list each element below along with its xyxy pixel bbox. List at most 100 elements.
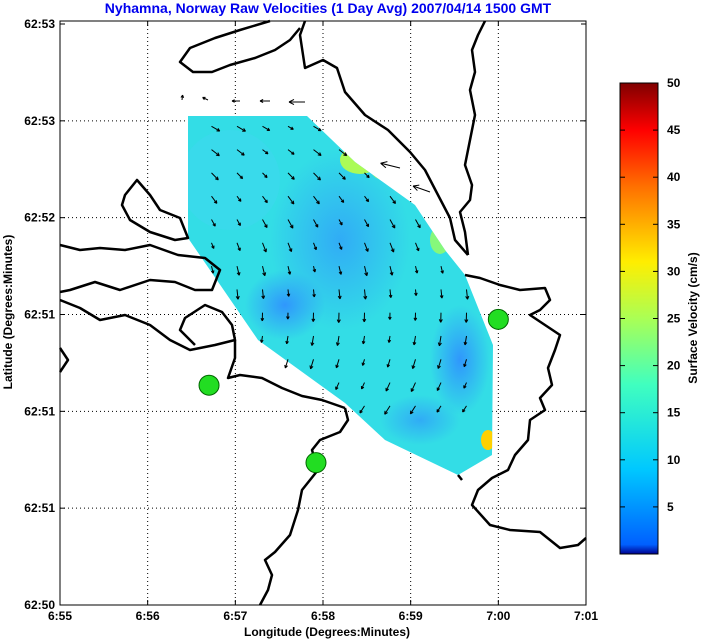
velocity-vector: [364, 265, 369, 277]
colorbar-tick-label: 20: [667, 359, 681, 373]
velocity-vector: [412, 184, 431, 193]
velocity-vector: [438, 312, 443, 323]
velocity-vector: [415, 219, 421, 229]
velocity-vector: [338, 242, 343, 250]
velocity-vector: [361, 335, 366, 345]
velocity-vector: [313, 125, 322, 132]
y-tick-label: 62:53: [24, 114, 55, 128]
x-axis: 6:55 6:56 6:57 6:58 6:59 7:00 7:01: [48, 21, 598, 623]
velocity-vector: [202, 96, 209, 101]
velocity-vector: [211, 219, 216, 227]
velocity-vector: [384, 405, 391, 415]
velocity-vector: [288, 99, 305, 105]
velocity-vector: [463, 335, 468, 346]
velocity-vector: [231, 99, 240, 103]
velocity-vector: [287, 149, 295, 155]
velocity-vector: [388, 289, 393, 298]
velocity-vector: [287, 125, 294, 130]
chart-title: Nyhamna, Norway Raw Velocities (1 Day Av…: [105, 0, 552, 16]
velocity-vector: [259, 98, 270, 104]
velocity-vector: [211, 172, 219, 181]
velocity-vector: [236, 172, 244, 180]
colorbar: [619, 82, 659, 555]
radar-stations: [198, 308, 509, 474]
velocity-vector: [413, 312, 418, 321]
x-tick-label: 7:00: [486, 609, 510, 623]
velocity-vector: [311, 312, 316, 322]
colorbar-tick-label: 30: [667, 264, 681, 278]
velocity-vector: [337, 289, 342, 300]
velocity-vector: [262, 125, 271, 132]
colorbar-tick-label: 40: [667, 170, 681, 184]
y-tick-label: 62:51: [24, 501, 55, 515]
velocity-vector: [236, 265, 241, 276]
velocity-vector: [287, 219, 294, 229]
velocity-vector: [260, 335, 264, 343]
y-tick-label: 62:50: [24, 598, 55, 612]
velocity-vector: [236, 149, 245, 156]
velocity-vector: [261, 289, 266, 299]
velocity-vector: [412, 335, 417, 346]
coastline: [58, 19, 587, 606]
station-south: [305, 452, 327, 474]
velocity-vector: [338, 219, 343, 226]
colorbar-tick-label: 50: [667, 76, 681, 90]
velocity-vector: [286, 312, 290, 320]
colorbar-tick-label: 35: [667, 217, 681, 231]
velocity-vector: [236, 125, 246, 132]
station-east: [487, 308, 509, 330]
velocity-vector: [286, 289, 291, 297]
velocity-vector: [336, 312, 341, 323]
colorbar-ticks: 5 10 15 20 25 30 35 40 45 50: [620, 76, 681, 514]
velocity-vector: [364, 219, 370, 228]
velocity-vector: [287, 172, 295, 180]
x-tick-label: 7:01: [574, 609, 598, 623]
velocity-vector: [415, 242, 420, 252]
velocity-vector: [414, 265, 419, 274]
velocity-vector: [262, 149, 269, 155]
velocity-vectors: [180, 94, 470, 415]
velocity-vector: [389, 242, 395, 253]
velocity-vector: [262, 195, 268, 204]
velocity-vector: [359, 405, 365, 414]
colorbar-tick-label: 5: [667, 500, 674, 514]
velocity-vector: [364, 195, 370, 203]
velocity-vector: [389, 195, 396, 204]
velocity-vector: [287, 242, 293, 253]
velocity-vector: [312, 265, 317, 273]
velocity-vector: [309, 359, 314, 370]
velocity-vector: [465, 289, 470, 300]
velocity-vector: [338, 265, 343, 275]
y-tick-label: 62:52: [24, 211, 55, 225]
colorbar-tick-label: 25: [667, 312, 681, 326]
velocity-vector: [464, 312, 469, 323]
velocity-vector: [437, 359, 442, 369]
y-tick-label: 62:51: [24, 404, 55, 418]
velocity-vector: [287, 265, 292, 275]
y-axis-label: Latitude (Degrees:Minutes): [1, 235, 15, 390]
velocity-vector: [335, 359, 340, 369]
velocity-vector: [385, 382, 391, 392]
velocity-vector: [211, 125, 221, 132]
velocity-vector: [364, 242, 369, 252]
velocity-vector: [287, 195, 295, 205]
velocity-vector: [389, 265, 394, 276]
velocity-vector: [436, 382, 442, 391]
velocity-vector: [362, 312, 367, 323]
colorbar-tick-label: 10: [667, 453, 681, 467]
x-tick-label: 6:56: [136, 609, 160, 623]
velocity-vector: [338, 172, 346, 180]
velocity-vector: [262, 242, 267, 253]
velocity-vector: [463, 382, 467, 389]
velocity-vector: [313, 172, 321, 181]
velocity-vector: [236, 195, 242, 202]
velocity-vector: [414, 289, 418, 296]
x-tick-label: 6:58: [311, 609, 335, 623]
y-tick-label: 62:51: [24, 308, 55, 322]
velocity-vector: [260, 312, 265, 322]
velocity-vector: [439, 289, 444, 299]
velocity-vector: [236, 242, 241, 252]
x-axis-label: Longitude (Degrees:Minutes): [244, 625, 410, 639]
velocity-vector: [410, 382, 416, 393]
